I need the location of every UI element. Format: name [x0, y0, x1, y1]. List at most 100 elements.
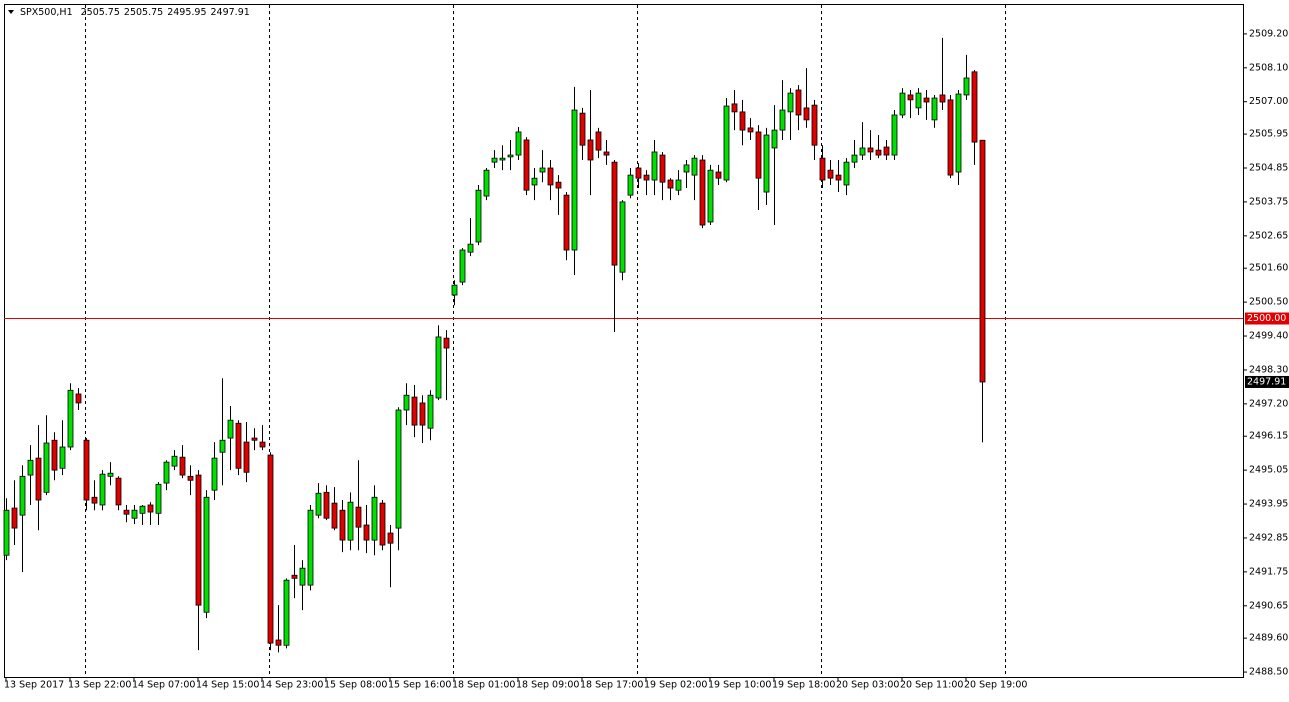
candle-body: [403, 394, 410, 411]
candle-body: [355, 506, 362, 528]
candle-body: [971, 71, 978, 143]
candle-body: [547, 167, 554, 186]
y-tick-label: 2490.65: [1249, 600, 1288, 611]
candle-body: [707, 169, 714, 223]
candle-body: [619, 201, 626, 273]
candle-body: [915, 92, 922, 109]
x-tick-label: 20 Sep 11:00: [900, 680, 963, 691]
level-label: 2500.00: [1247, 313, 1286, 324]
x-tick-label: 13 Sep 22:00: [68, 680, 131, 691]
candle-body: [811, 104, 818, 146]
x-tick-label: 15 Sep 08:00: [324, 680, 387, 691]
candle-body: [251, 437, 258, 441]
candle-body: [323, 491, 330, 519]
candle-body: [563, 194, 570, 251]
candle-body: [59, 446, 66, 469]
menu-arrow: [8, 10, 14, 14]
candle-body: [91, 496, 98, 504]
candle-body: [555, 181, 562, 189]
candle-body: [283, 579, 290, 646]
candle-body: [739, 111, 746, 131]
x-tick-label: 19 Sep 10:00: [708, 680, 771, 691]
candle-body: [523, 139, 530, 191]
candle-body: [19, 475, 26, 516]
candle-body: [83, 439, 90, 501]
candle-body: [507, 154, 514, 158]
x-tick-label: 18 Sep 17:00: [580, 680, 643, 691]
candle-body: [643, 174, 650, 181]
candle-body: [419, 402, 426, 426]
candle-body: [171, 455, 178, 467]
candle-body: [139, 505, 146, 514]
x-tick-label: 13 Sep 2017: [4, 680, 64, 691]
header-item: SPX500,H1: [20, 7, 73, 18]
candle-body: [395, 409, 402, 529]
candle-body: [371, 496, 378, 541]
level-label-box: [1245, 312, 1289, 325]
candle-body: [51, 439, 58, 471]
y-tick-label: 2488.50: [1249, 667, 1288, 678]
candle-body: [579, 112, 586, 146]
candle-body: [67, 389, 74, 448]
candle-body: [243, 441, 250, 473]
candle-body: [843, 161, 850, 186]
candle-body: [35, 457, 42, 501]
candle-body: [475, 189, 482, 243]
x-tick-label: 14 Sep 07:00: [132, 680, 195, 691]
candle-body: [651, 151, 658, 181]
candle-body: [75, 393, 82, 404]
candle-body: [603, 151, 610, 156]
candle-body: [299, 567, 306, 586]
candle-body: [515, 131, 522, 156]
candle-body: [211, 457, 218, 491]
candle-body: [339, 509, 346, 541]
candle-body: [379, 502, 386, 546]
plot-frame: [4, 4, 1244, 678]
candle-body: [819, 157, 826, 181]
y-tick-label: 2503.75: [1249, 196, 1288, 207]
chart-header: SPX500,H1 2505.75 2505.75 2495.95 2497.91: [20, 7, 250, 18]
candle-body: [963, 77, 970, 96]
x-tick-label: 18 Sep 09:00: [516, 680, 579, 691]
header-item: 2505.75: [124, 7, 163, 18]
candle-body: [443, 337, 450, 349]
x-tick-label: 19 Sep 02:00: [644, 680, 707, 691]
candle-body: [907, 94, 914, 101]
candle-body: [155, 483, 162, 514]
candle-body: [187, 475, 194, 481]
x-tick-label: 20 Sep 19:00: [964, 680, 1027, 691]
candle-body: [611, 161, 618, 266]
candle-body: [307, 509, 314, 586]
candle-body: [723, 105, 730, 181]
y-tick-label: 2491.75: [1249, 566, 1288, 577]
candle-body: [227, 419, 234, 439]
candle-body: [267, 454, 274, 644]
candle-body: [315, 492, 322, 516]
candle-body: [387, 532, 394, 544]
candle-body: [827, 169, 834, 179]
candle-body: [795, 89, 802, 116]
candle-body: [667, 179, 674, 189]
candle-body: [331, 502, 338, 529]
header-item: 2495.95: [167, 7, 206, 18]
candle-body: [675, 179, 682, 191]
candle-body: [467, 243, 474, 253]
candle-body: [787, 92, 794, 113]
candle-body: [195, 474, 202, 606]
y-tick-label: 2508.10: [1249, 62, 1288, 73]
candle-body: [99, 473, 106, 506]
y-tick-label: 2495.05: [1249, 465, 1288, 476]
candle-body: [779, 109, 786, 131]
candle-body: [435, 336, 442, 399]
y-tick-label: 2497.20: [1249, 398, 1288, 409]
x-tick-label: 14 Sep 15:00: [196, 680, 259, 691]
candle-body: [851, 154, 858, 163]
candles: [3, 37, 986, 653]
candle-body: [731, 103, 738, 113]
y-tick-label: 2499.40: [1249, 331, 1288, 342]
candle-body: [3, 509, 10, 556]
candle-body: [947, 99, 954, 176]
candle-body: [771, 129, 778, 149]
